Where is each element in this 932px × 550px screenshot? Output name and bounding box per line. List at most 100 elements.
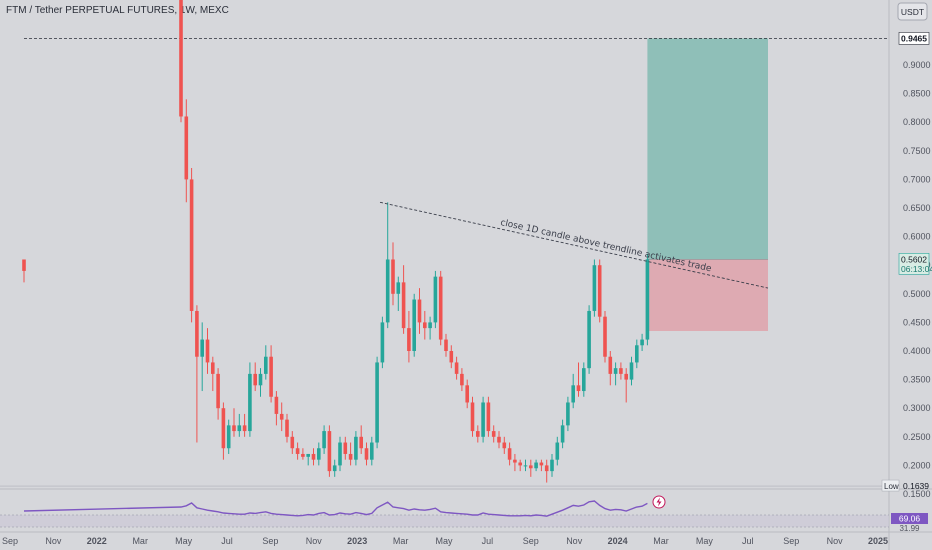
candle-body — [407, 328, 411, 351]
time-axis-label: Jul — [742, 536, 754, 546]
candle-body — [184, 116, 189, 180]
price-tick-label: 0.6500 — [903, 203, 931, 213]
candle-body — [189, 179, 194, 311]
candle-body — [619, 368, 623, 374]
candle-body — [306, 453, 310, 457]
price-tick-label: 0.8000 — [903, 117, 931, 127]
candle-body — [486, 402, 491, 432]
candle-body — [428, 322, 432, 329]
currency-button-label: USDT — [901, 7, 924, 17]
candle-body — [338, 442, 342, 466]
price-tick-label: 0.2500 — [903, 432, 931, 442]
candle-body — [470, 402, 475, 432]
price-tick-label: 0.3500 — [903, 375, 931, 385]
candle-body — [264, 356, 268, 374]
candle-body — [417, 299, 422, 323]
candle-body — [269, 356, 273, 397]
candle-body — [582, 368, 586, 392]
candle-body — [370, 442, 374, 460]
lightning-icon-bolt — [656, 497, 662, 507]
low-tag-box — [881, 479, 900, 492]
time-axis-label: Nov — [306, 536, 323, 546]
candle-body — [597, 265, 602, 317]
candle-body — [391, 259, 395, 294]
candle-body — [359, 436, 363, 449]
candle-body — [205, 339, 210, 363]
candle-body — [629, 362, 634, 380]
candle-body — [608, 356, 613, 374]
stop-loss-zone[interactable] — [647, 259, 768, 331]
candle-body — [497, 436, 501, 443]
price-tick-label: 0.7500 — [903, 146, 931, 156]
candle-body — [513, 459, 517, 463]
take-profit-zone[interactable] — [647, 38, 768, 260]
target-tag-bg — [898, 32, 930, 45]
time-axis-label: Nov — [566, 536, 583, 546]
countdown-text: 06:13:04 — [901, 264, 932, 274]
candle-body — [603, 316, 607, 357]
price-tick-label: 0.9000 — [903, 60, 931, 70]
candle-body — [560, 425, 565, 443]
time-axis-label: Jul — [221, 536, 233, 546]
candle-body — [258, 373, 263, 386]
time-axis-labels: Sep Nov 2022 Mar May Jul Sep Nov 2023 Mar May Jul Se… — [2, 536, 888, 546]
candle-body — [348, 453, 353, 460]
currency-button-frame — [897, 2, 928, 21]
candle-body — [476, 431, 480, 437]
candle-body — [645, 259, 650, 340]
time-axis-label: Sep — [2, 536, 18, 546]
candle-body — [179, 0, 183, 117]
candle-body — [438, 276, 443, 340]
low-tag-text: Low — [884, 482, 899, 491]
price-tick-label: 0.6000 — [903, 232, 931, 242]
time-axis-label: Nov — [45, 536, 62, 546]
candle-body — [465, 385, 469, 403]
candle-body — [195, 310, 199, 357]
time-axis-label: May — [435, 536, 453, 546]
candle-body — [555, 442, 560, 460]
candle-body — [279, 413, 284, 420]
candle-body — [285, 419, 289, 437]
candle-body — [295, 448, 300, 454]
rsi-band — [0, 515, 889, 527]
candle-body — [576, 385, 581, 392]
rsi-value-tag: 69.06 31.99 — [891, 513, 928, 533]
candle-body — [613, 368, 618, 374]
candle-body — [640, 339, 644, 346]
candle-body — [571, 385, 575, 403]
candle-body — [242, 425, 247, 432]
time-axis-label: Jul — [482, 536, 494, 546]
candle-body — [354, 436, 358, 460]
time-axis-label: 2023 — [347, 536, 367, 546]
time-axis-label: Mar — [132, 536, 148, 546]
candle-body — [523, 465, 528, 467]
lightning-icon[interactable] — [652, 495, 666, 509]
price-tick-label: 0.3000 — [903, 403, 931, 413]
time-axis-label: 2025 — [868, 536, 888, 546]
time-axis-label: 2022 — [87, 536, 107, 546]
candle-body — [401, 282, 406, 329]
time-axis-label: Sep — [262, 536, 278, 546]
rsi-value-bg — [891, 513, 928, 524]
candle-body — [317, 448, 321, 460]
candle-body — [253, 373, 257, 386]
candle-body — [211, 362, 215, 374]
candle-body — [290, 436, 295, 449]
candle-body — [274, 396, 279, 414]
candle-body — [529, 465, 533, 469]
last-tag-bg — [898, 253, 930, 275]
candle-body — [301, 453, 305, 457]
rsi-value-text: 69.06 — [899, 514, 921, 524]
candle-body — [423, 322, 427, 329]
trendline[interactable] — [379, 201, 769, 289]
time-axis-label: 2024 — [608, 536, 628, 546]
time-axis-label: Sep — [783, 536, 799, 546]
candle-body — [385, 259, 390, 323]
low-value-text: 0.1639 — [903, 481, 929, 491]
candle-body — [539, 462, 544, 466]
candle-body — [412, 299, 416, 351]
currency-button[interactable]: USDT — [897, 2, 928, 21]
